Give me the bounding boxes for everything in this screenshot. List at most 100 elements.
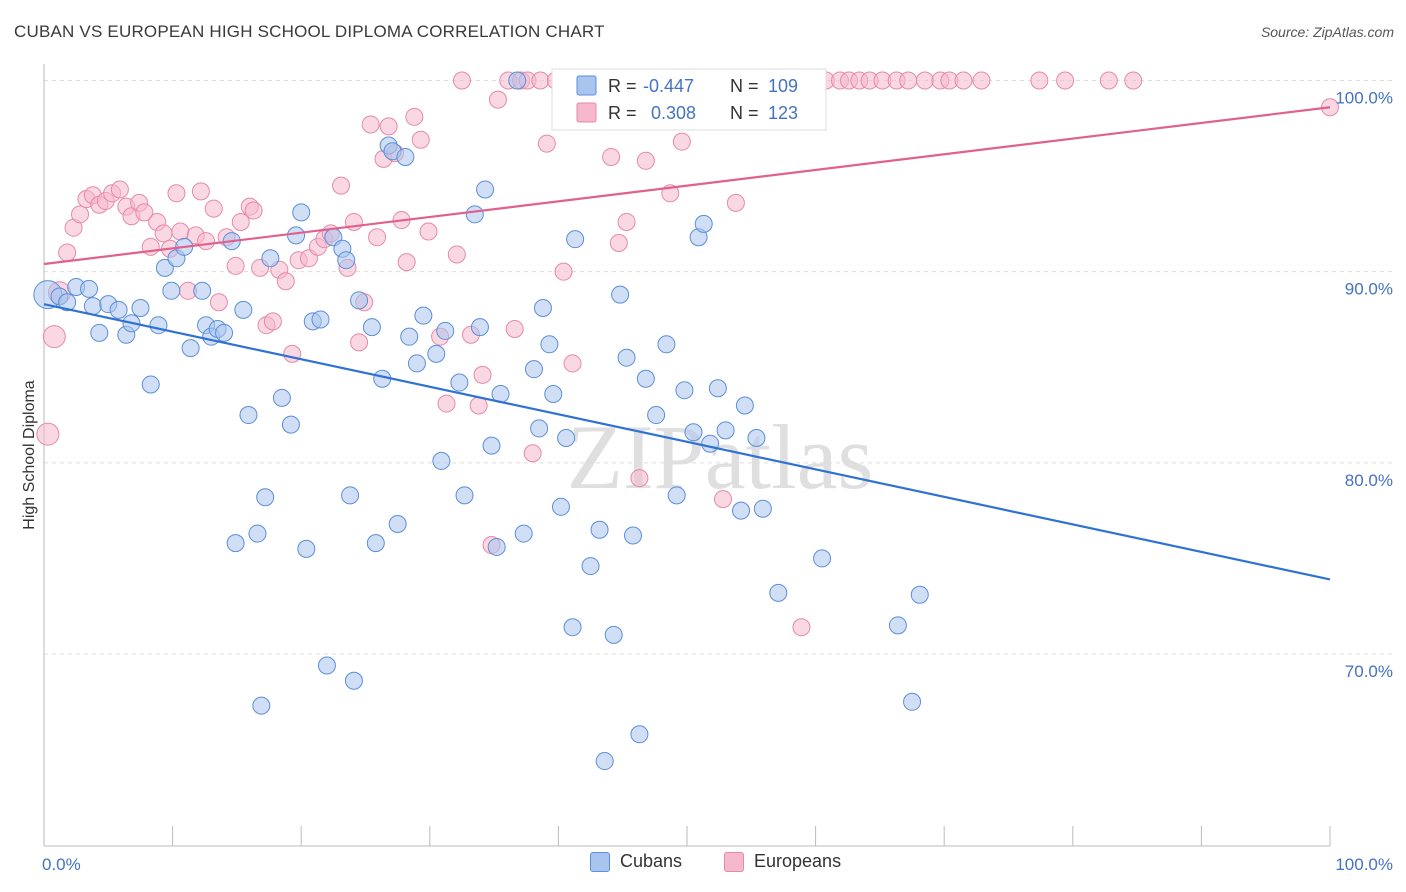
cubans-point	[261, 249, 280, 268]
cubans-point	[109, 300, 128, 319]
cubans-point	[362, 318, 381, 337]
legend-n-value-cubans: 109	[768, 76, 798, 96]
cubans-point	[647, 406, 666, 425]
europeans-point	[231, 212, 250, 231]
europeans-point	[110, 180, 129, 199]
cubans-point	[366, 534, 385, 553]
europeans-point	[630, 469, 649, 488]
cubans-point	[407, 354, 426, 373]
bottom-legend-europeans-label: Europeans	[754, 851, 842, 871]
cubans-point	[888, 616, 907, 635]
cubans-point	[611, 285, 630, 304]
europeans-point	[452, 71, 471, 90]
europeans-point	[283, 344, 302, 363]
cubans-point	[623, 526, 642, 545]
europeans-point	[792, 618, 811, 637]
legend-r-label-europeans: R =	[608, 103, 637, 123]
europeans-point	[437, 394, 456, 413]
cubans-point	[226, 534, 245, 553]
europeans-point	[609, 233, 628, 252]
cubans-point	[149, 316, 168, 335]
cubans-point	[396, 147, 415, 166]
cubans-point	[557, 428, 576, 447]
europeans-point	[563, 354, 582, 373]
y-tick-label-80: 80.0%	[1345, 471, 1393, 490]
cubans-point	[630, 725, 649, 744]
cubans-point	[514, 524, 533, 543]
cubans-point	[566, 230, 585, 249]
cubans-point	[58, 293, 77, 312]
cubans-point	[234, 300, 253, 319]
cubans-point	[476, 180, 495, 199]
europeans-point	[488, 90, 507, 109]
legend-swatch-cubans	[576, 75, 597, 96]
europeans-point	[1124, 71, 1143, 90]
cubans-point	[181, 339, 200, 358]
bottom-legend-cubans-label: Cubans	[620, 851, 683, 871]
europeans-point	[531, 71, 550, 90]
europeans-point	[263, 312, 282, 331]
europeans-point	[58, 243, 77, 262]
cubans-point	[684, 423, 703, 442]
cubans-point	[281, 415, 300, 434]
europeans-point	[1030, 71, 1049, 90]
europeans-point	[473, 365, 492, 384]
cubans-point	[400, 327, 419, 346]
cubans-point	[636, 369, 655, 388]
cubans-point	[341, 486, 360, 505]
cubans-point	[256, 488, 275, 507]
cubans-point	[701, 434, 720, 453]
cubans-point	[735, 396, 754, 415]
cubans-point	[716, 421, 735, 440]
europeans-point	[204, 199, 223, 218]
europeans-point	[379, 117, 398, 136]
cubans-point	[595, 752, 614, 771]
europeans-point	[167, 184, 186, 203]
cubans-point	[508, 71, 527, 90]
cubans-point	[487, 537, 506, 556]
legend-r-label-cubans: R =	[608, 76, 637, 96]
europeans-trend-line	[43, 106, 1331, 266]
cubans-point	[530, 419, 549, 438]
europeans-point	[209, 293, 228, 312]
europeans-point	[244, 201, 263, 220]
europeans-point	[1099, 71, 1118, 90]
cubans-point	[388, 515, 407, 534]
cubans-point	[248, 524, 267, 543]
legend-r-value-europeans: 0.308	[651, 103, 696, 123]
cubans-point	[675, 381, 694, 400]
legend-n-label-europeans: N =	[730, 103, 759, 123]
europeans-point	[972, 71, 991, 90]
cubans-point	[753, 499, 772, 518]
grid-lines	[44, 80, 1392, 655]
cubans-point	[813, 549, 832, 568]
legend-n-label-cubans: N =	[730, 76, 759, 96]
europeans-point	[332, 176, 351, 195]
cubans-point	[617, 348, 636, 367]
cubans-point	[563, 618, 582, 637]
cubans-point	[551, 497, 570, 516]
europeans-point	[672, 132, 691, 151]
europeans-point	[226, 256, 245, 275]
europeans-point	[361, 115, 380, 134]
y-tick-label-90: 90.0%	[1345, 280, 1393, 299]
europeans-point	[419, 222, 438, 241]
source-label: Source: ZipAtlas.com	[1260, 24, 1394, 40]
cubans-swatch-icon	[590, 851, 610, 872]
y-tick-label-70: 70.0%	[1345, 662, 1393, 681]
cubans-point	[252, 696, 271, 715]
cubans-point	[337, 251, 356, 270]
y-tick-labels: 100.0% 90.0% 80.0% 70.0%	[1335, 89, 1393, 682]
cubans-point	[465, 205, 484, 224]
europeans-point	[276, 272, 295, 291]
cubans-point	[272, 388, 291, 407]
europeans-point	[505, 320, 524, 339]
legend-r-value-cubans: -0.447	[643, 76, 694, 96]
cubans-point	[193, 281, 212, 300]
cubans-point	[470, 318, 489, 337]
cubans-point	[317, 656, 336, 675]
europeans-point	[36, 422, 60, 446]
bottom-legend-cubans: Cubans	[590, 851, 682, 872]
cubans-points	[33, 71, 929, 771]
